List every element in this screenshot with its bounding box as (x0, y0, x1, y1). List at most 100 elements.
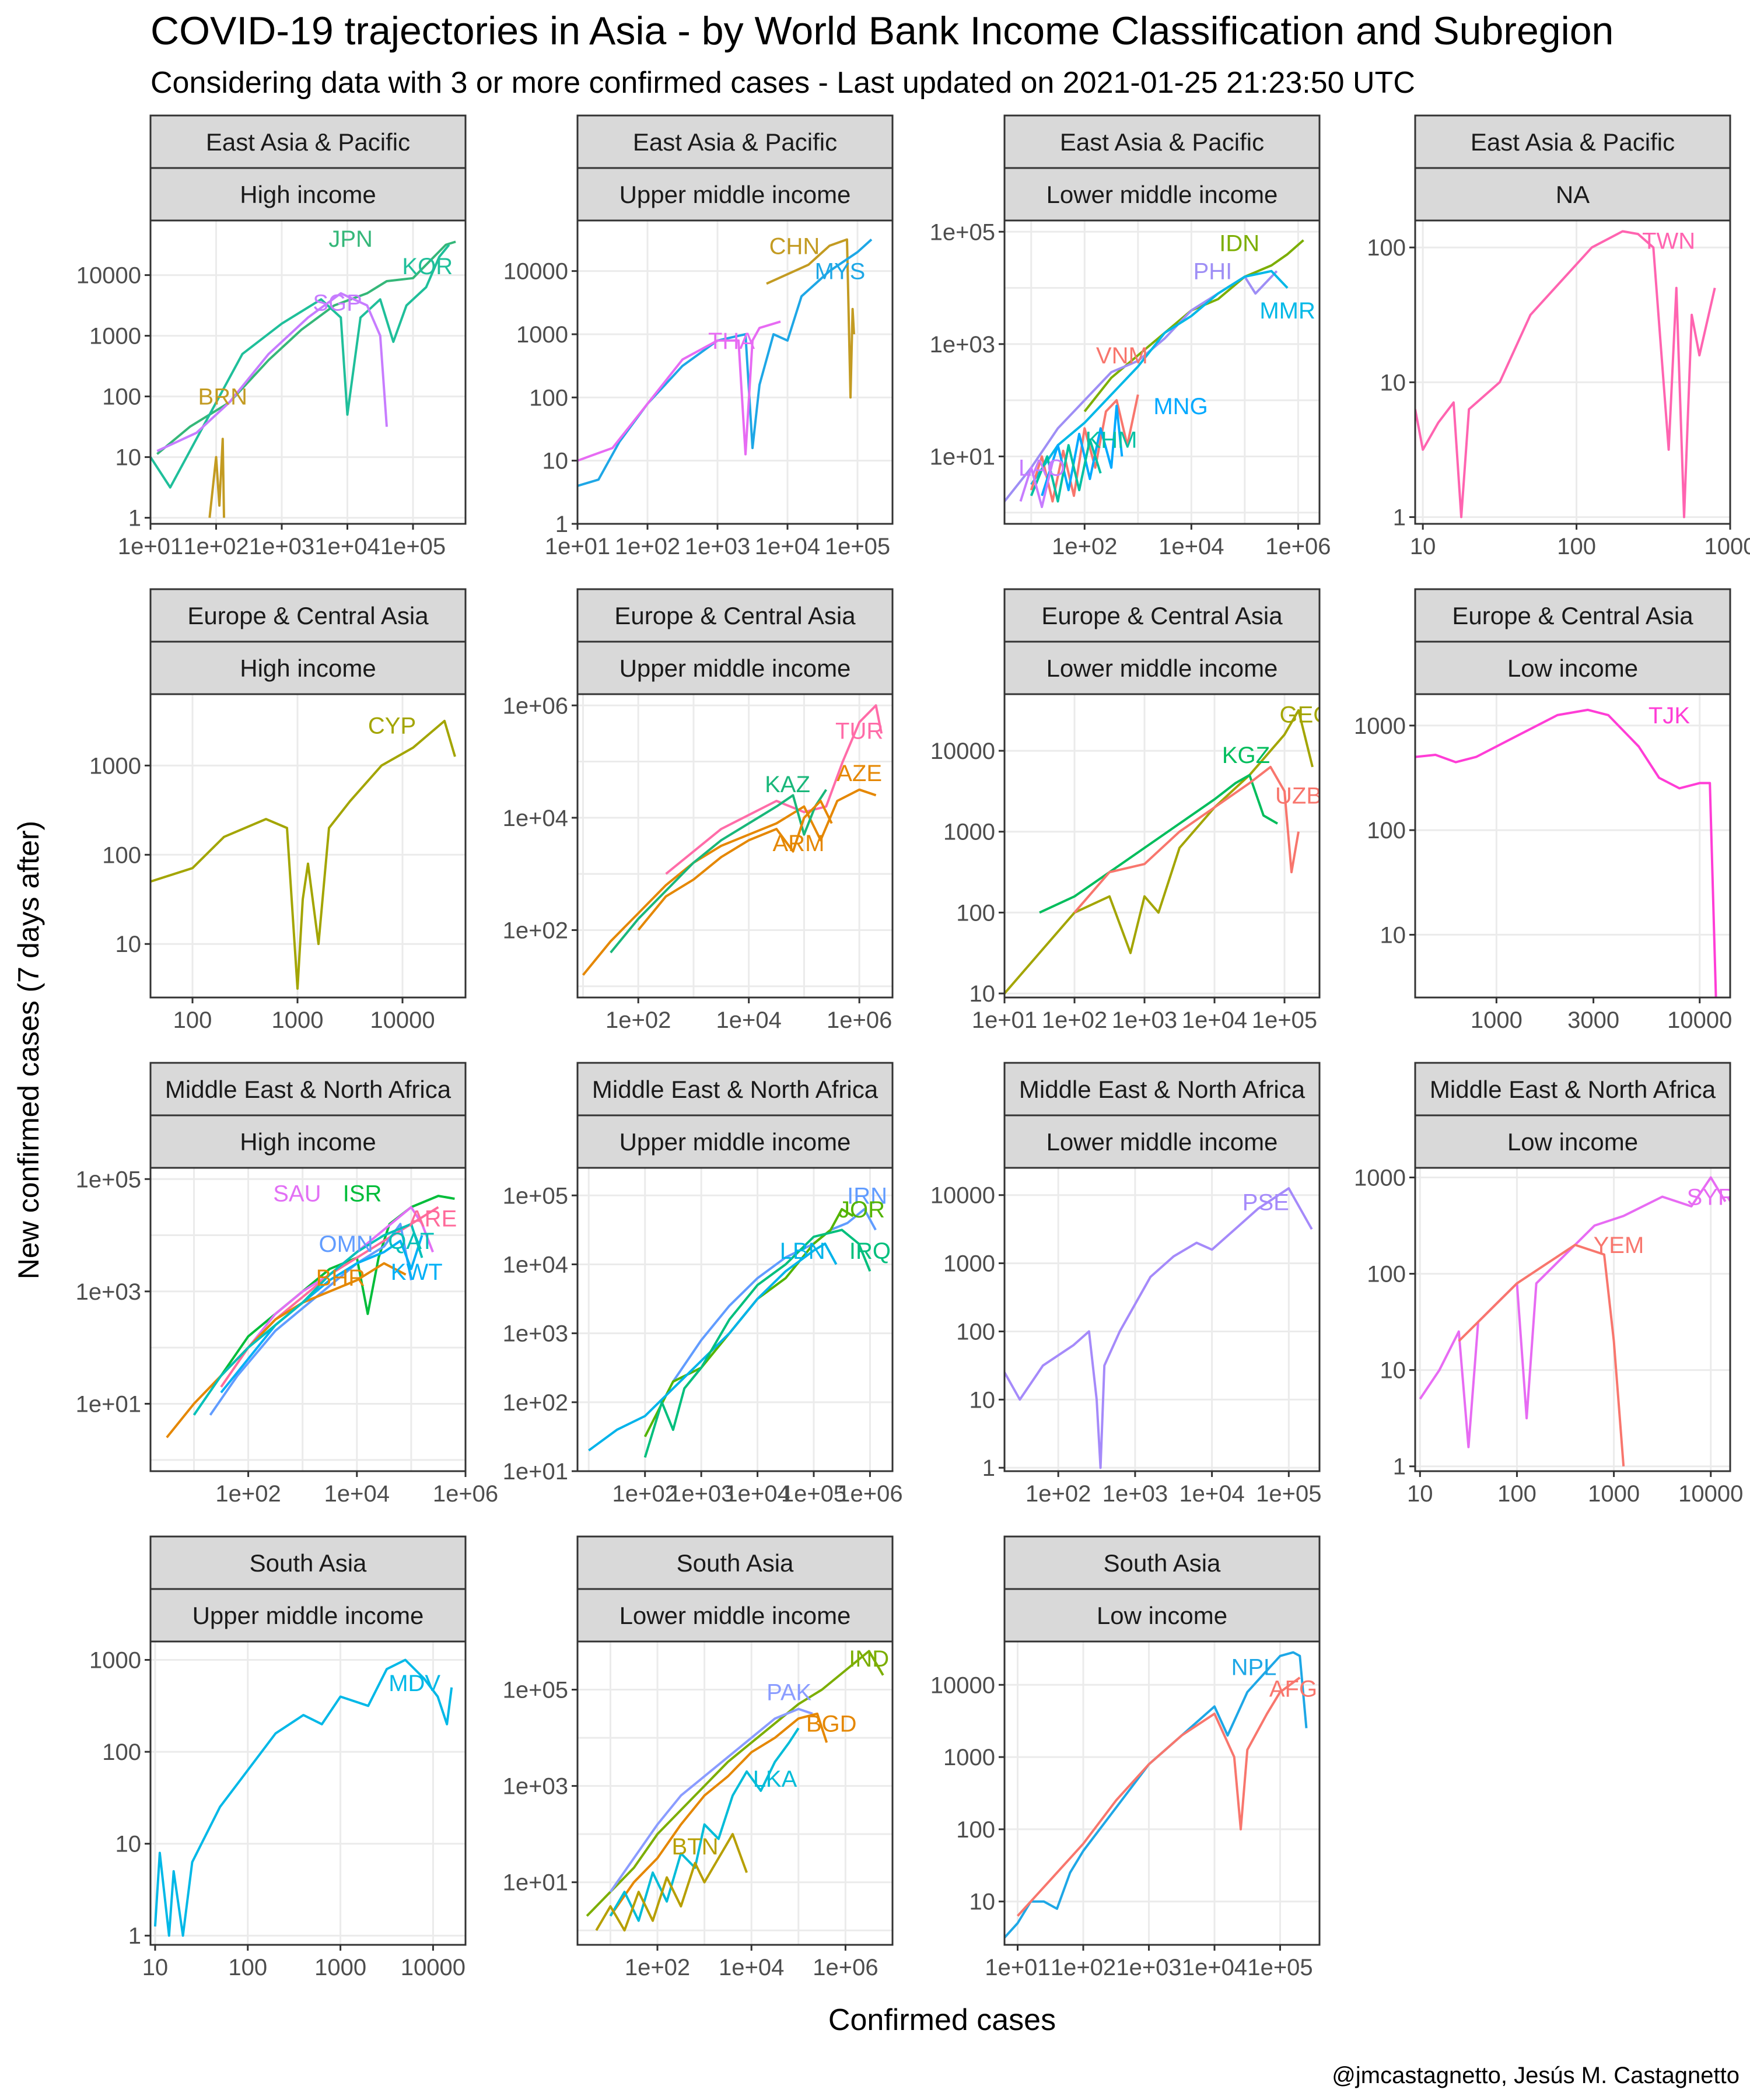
y-tick-label: 1000 (516, 322, 568, 348)
y-tick-label: 100 (102, 842, 141, 868)
x-tick-label: 1e+02 (1042, 1007, 1107, 1033)
series-line-cyp (150, 719, 456, 990)
series-label-uzb: UZB (1275, 783, 1322, 808)
panel-border (1003, 219, 1321, 525)
facet-strip-income-label: Upper middle income (620, 1128, 851, 1156)
series-label-ind: IND (849, 1646, 889, 1672)
y-tick-label: 1000 (1354, 1166, 1406, 1191)
y-tick-label: 1e+05 (930, 219, 995, 245)
series-line-afg (1017, 1676, 1301, 1917)
series-label-kgz: KGZ (1222, 743, 1270, 768)
y-tick-label: 100 (1367, 235, 1406, 261)
x-tick-label: 1000 (1704, 534, 1750, 559)
facet-strip-income (576, 1588, 894, 1643)
facet-panel: South Asia Lower middle income IND PAK BGD LK… (503, 1535, 894, 1980)
panel-border (149, 1167, 467, 1472)
panel-background (578, 1168, 892, 1471)
series-line-bgd (609, 1712, 828, 1917)
facet-strip-income (1003, 640, 1321, 695)
x-tick-label: 100 (228, 1955, 267, 1980)
caption: @jmcastagnetto, Jesús M. Castagnetto (1332, 2063, 1740, 2088)
y-tick-label: 1000 (943, 1745, 995, 1770)
x-tick-label: 10 (1410, 534, 1436, 559)
y-tick-label: 10 (1380, 1358, 1406, 1384)
series-line-bhr (166, 1262, 407, 1438)
x-tick-label: 1e+02 (183, 534, 249, 559)
facet-strip-region (1003, 114, 1321, 169)
y-tick-label: 1 (555, 512, 568, 537)
y-tick-label: 100 (956, 1319, 995, 1345)
y-tick-label: 10 (970, 981, 996, 1007)
series-line-lao (1019, 461, 1054, 509)
x-tick-label: 1e+05 (781, 1481, 846, 1507)
series-line-pse (1005, 1187, 1313, 1469)
facet-strip-income-label: Upper middle income (620, 181, 851, 208)
x-tick-label: 1e+02 (612, 1481, 678, 1507)
y-tick-label: 1e+03 (503, 1774, 568, 1800)
series-group: ISR SAU ARE OMN BHR KWT QAT (166, 1181, 457, 1438)
x-tick-label: 1e+05 (825, 534, 890, 559)
panel-background (1415, 1168, 1730, 1471)
y-tick-label: 10 (1380, 370, 1406, 396)
facets-group: East Asia & Pacific High income JPN KOR SGP B… (76, 114, 1750, 1980)
series-line-vnm (1030, 394, 1139, 503)
facet-strip-income (1414, 640, 1731, 695)
facet-strip-income-label: Low income (1097, 1602, 1227, 1629)
y-tick-label: 10 (970, 1387, 996, 1413)
y-tick-label: 1 (128, 506, 141, 531)
panel-background (150, 1642, 466, 1945)
series-group: SYR YEM (1419, 1176, 1735, 1466)
y-tick-label: 100 (956, 900, 995, 926)
x-tick-label: 1e+03 (1102, 1481, 1168, 1507)
series-label-sgp: SGP (313, 290, 362, 316)
series-line-tjk (1415, 708, 1717, 998)
y-tick-label: 10 (970, 1889, 996, 1915)
series-label-isr: ISR (343, 1181, 382, 1206)
series-label-arm: ARM (773, 831, 825, 856)
x-tick-label: 3000 (1567, 1007, 1619, 1033)
facet-strip-region (1003, 588, 1321, 643)
series-line-qat (192, 1223, 424, 1416)
facet-strip-income (576, 640, 894, 695)
panel-border (1003, 693, 1321, 999)
series-group: CYP (150, 713, 456, 990)
series-label-kwt: KWT (391, 1259, 443, 1285)
facet-strip-income (149, 167, 467, 222)
x-tick-label: 1e+01 (985, 1955, 1050, 1980)
y-tick-label: 1e+05 (503, 1183, 568, 1209)
y-tick-label: 1 (1393, 505, 1406, 530)
panel-border (149, 693, 467, 999)
y-tick-label: 1e+04 (503, 1252, 568, 1278)
facet-strip-region (1003, 1062, 1321, 1116)
facet-panel: Middle East & North Africa Lower middle i… (930, 1062, 1321, 1507)
series-label-syr: SYR (1687, 1185, 1735, 1210)
panel-border (576, 693, 894, 999)
series-label-lbn: LBN (780, 1238, 825, 1264)
y-tick-label: 1e+01 (503, 1459, 568, 1485)
series-line-jpn (156, 240, 456, 455)
x-tick-label: 10000 (370, 1007, 435, 1033)
series-line-syr (1419, 1176, 1727, 1448)
panel-border (149, 1640, 467, 1946)
series-label-bgd: BGD (806, 1711, 857, 1737)
series-line-btn (595, 1833, 748, 1932)
series-label-cyp: CYP (368, 713, 416, 739)
y-tick-label: 10000 (930, 1183, 995, 1209)
x-tick-label: 1e+03 (668, 1481, 734, 1507)
y-tick-label: 100 (1367, 1262, 1406, 1287)
series-label-tjk: TJK (1648, 703, 1690, 729)
x-tick-label: 1e+01 (545, 534, 610, 559)
facet-strip-income-label: High income (240, 1128, 376, 1156)
series-label-phi: PHI (1194, 259, 1233, 285)
x-tick-label: 10000 (1678, 1481, 1743, 1507)
series-line-lka (609, 1727, 800, 1922)
series-line-kgz (1039, 774, 1279, 914)
series-label-irq: IRQ (849, 1238, 891, 1264)
facet-strip-income (149, 1588, 467, 1643)
x-tick-label: 1e+05 (1247, 1955, 1312, 1980)
panel-border (1003, 1167, 1321, 1472)
x-tick-label: 1000 (314, 1955, 366, 1980)
series-label-lka: LKA (753, 1766, 797, 1792)
